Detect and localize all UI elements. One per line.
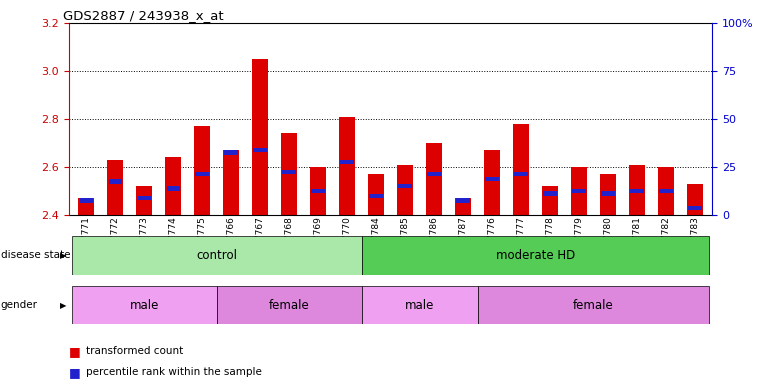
Text: disease state: disease state xyxy=(1,250,70,260)
Bar xyxy=(254,148,267,152)
Bar xyxy=(362,286,478,324)
Bar xyxy=(542,186,558,215)
Bar xyxy=(165,157,182,215)
Text: ▶: ▶ xyxy=(60,301,66,310)
Bar xyxy=(398,184,412,189)
Text: ■: ■ xyxy=(69,366,80,379)
Bar xyxy=(486,177,499,181)
Bar xyxy=(601,191,615,195)
Bar xyxy=(484,150,500,215)
Bar xyxy=(455,198,471,215)
Bar xyxy=(630,189,643,193)
Bar xyxy=(427,172,441,176)
Text: transformed count: transformed count xyxy=(86,346,183,356)
Text: female: female xyxy=(269,299,309,312)
Bar xyxy=(312,189,325,193)
Bar xyxy=(310,167,326,215)
Bar xyxy=(369,194,383,198)
Bar xyxy=(687,184,703,215)
Bar xyxy=(195,126,210,215)
Bar xyxy=(368,174,384,215)
Bar xyxy=(478,286,709,324)
Bar xyxy=(217,286,362,324)
Bar xyxy=(72,236,362,275)
Bar xyxy=(80,199,93,203)
Text: moderate HD: moderate HD xyxy=(496,249,575,262)
Bar xyxy=(362,236,709,275)
Bar xyxy=(107,160,123,215)
Bar xyxy=(138,196,151,200)
Text: percentile rank within the sample: percentile rank within the sample xyxy=(86,367,262,377)
Bar xyxy=(571,167,587,215)
Text: control: control xyxy=(196,249,237,262)
Bar xyxy=(629,165,645,215)
Text: female: female xyxy=(573,299,614,312)
Bar xyxy=(109,179,122,184)
Bar xyxy=(660,189,673,193)
Bar xyxy=(136,186,152,215)
Text: male: male xyxy=(405,299,434,312)
Bar xyxy=(252,59,268,215)
Bar xyxy=(224,151,238,155)
Bar xyxy=(600,174,616,215)
Bar xyxy=(78,198,94,215)
Text: male: male xyxy=(129,299,159,312)
Bar xyxy=(457,199,470,203)
Bar xyxy=(658,167,674,215)
Bar xyxy=(543,191,557,195)
Bar xyxy=(688,206,702,210)
Bar xyxy=(166,187,180,191)
Bar xyxy=(72,286,217,324)
Bar xyxy=(281,133,297,215)
Text: gender: gender xyxy=(1,300,38,310)
Bar xyxy=(514,172,528,176)
Text: GDS2887 / 243938_x_at: GDS2887 / 243938_x_at xyxy=(63,9,223,22)
Bar xyxy=(339,117,355,215)
Bar xyxy=(513,124,529,215)
Bar xyxy=(398,165,413,215)
Bar xyxy=(426,143,442,215)
Bar xyxy=(283,170,296,174)
Text: ■: ■ xyxy=(69,345,80,358)
Bar xyxy=(572,189,586,193)
Bar xyxy=(195,172,209,176)
Bar xyxy=(223,150,239,215)
Bar xyxy=(340,160,354,164)
Text: ▶: ▶ xyxy=(60,251,66,260)
